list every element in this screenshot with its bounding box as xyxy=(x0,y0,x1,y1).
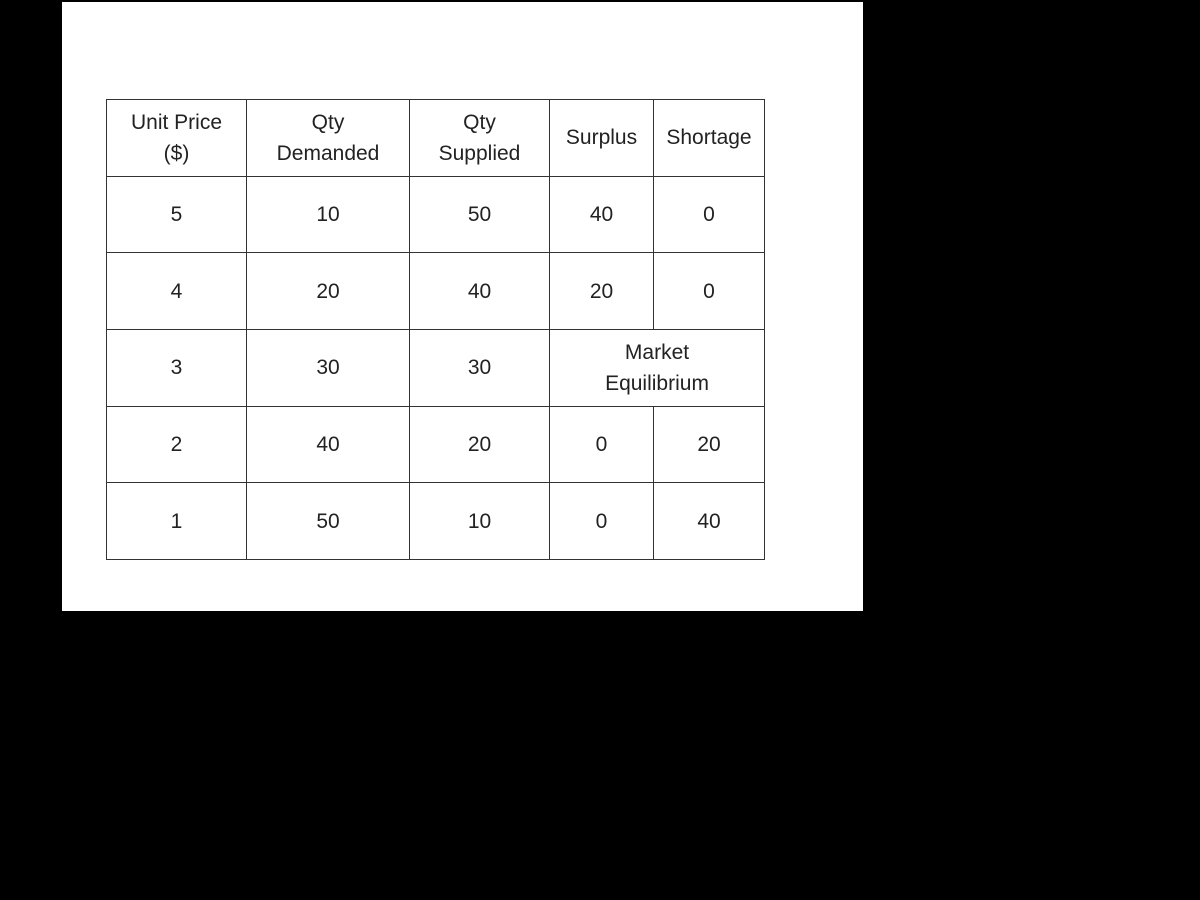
cell-demanded: 20 xyxy=(246,252,410,331)
cell-supplied: 50 xyxy=(409,175,550,254)
cell-shortage: 0 xyxy=(653,175,765,254)
cell-shortage: 40 xyxy=(653,482,765,561)
cell-price: 4 xyxy=(106,252,247,331)
cell-supplied: 40 xyxy=(409,252,550,331)
supply-demand-table: Unit Price ($) Qty Demanded Qty Supplied… xyxy=(106,99,765,561)
table-row: 5 10 50 40 0 xyxy=(106,175,765,254)
cell-price: 1 xyxy=(106,482,247,561)
cell-market-equilibrium: Market Equilibrium xyxy=(549,329,765,407)
table-row: 3 30 30 Market Equilibrium xyxy=(106,329,765,407)
cell-price: 3 xyxy=(106,329,247,407)
table-row: 1 50 10 0 40 xyxy=(106,482,765,561)
cell-demanded: 50 xyxy=(246,482,410,561)
header-surplus: Surplus xyxy=(549,99,654,177)
cell-demanded: 40 xyxy=(246,405,410,484)
header-shortage: Shortage xyxy=(653,99,765,177)
cell-supplied: 10 xyxy=(409,482,550,561)
header-qty-demanded: Qty Demanded xyxy=(246,99,410,177)
cell-shortage: 20 xyxy=(653,405,765,484)
cell-demanded: 30 xyxy=(246,329,410,407)
cell-demanded: 10 xyxy=(246,175,410,254)
cell-surplus: 0 xyxy=(549,405,654,484)
header-row: Unit Price ($) Qty Demanded Qty Supplied… xyxy=(106,99,765,177)
table-row: 4 20 40 20 0 xyxy=(106,252,765,331)
cell-surplus: 40 xyxy=(549,175,654,254)
cell-price: 2 xyxy=(106,405,247,484)
cell-shortage: 0 xyxy=(653,252,765,331)
cell-surplus: 0 xyxy=(549,482,654,561)
cell-supplied: 20 xyxy=(409,405,550,484)
cell-price: 5 xyxy=(106,175,247,254)
table-row: 2 40 20 0 20 xyxy=(106,405,765,484)
header-unit-price: Unit Price ($) xyxy=(106,99,247,177)
slide-panel: Unit Price ($) Qty Demanded Qty Supplied… xyxy=(62,2,863,611)
cell-surplus: 20 xyxy=(549,252,654,331)
header-qty-supplied: Qty Supplied xyxy=(409,99,550,177)
cell-supplied: 30 xyxy=(409,329,550,407)
